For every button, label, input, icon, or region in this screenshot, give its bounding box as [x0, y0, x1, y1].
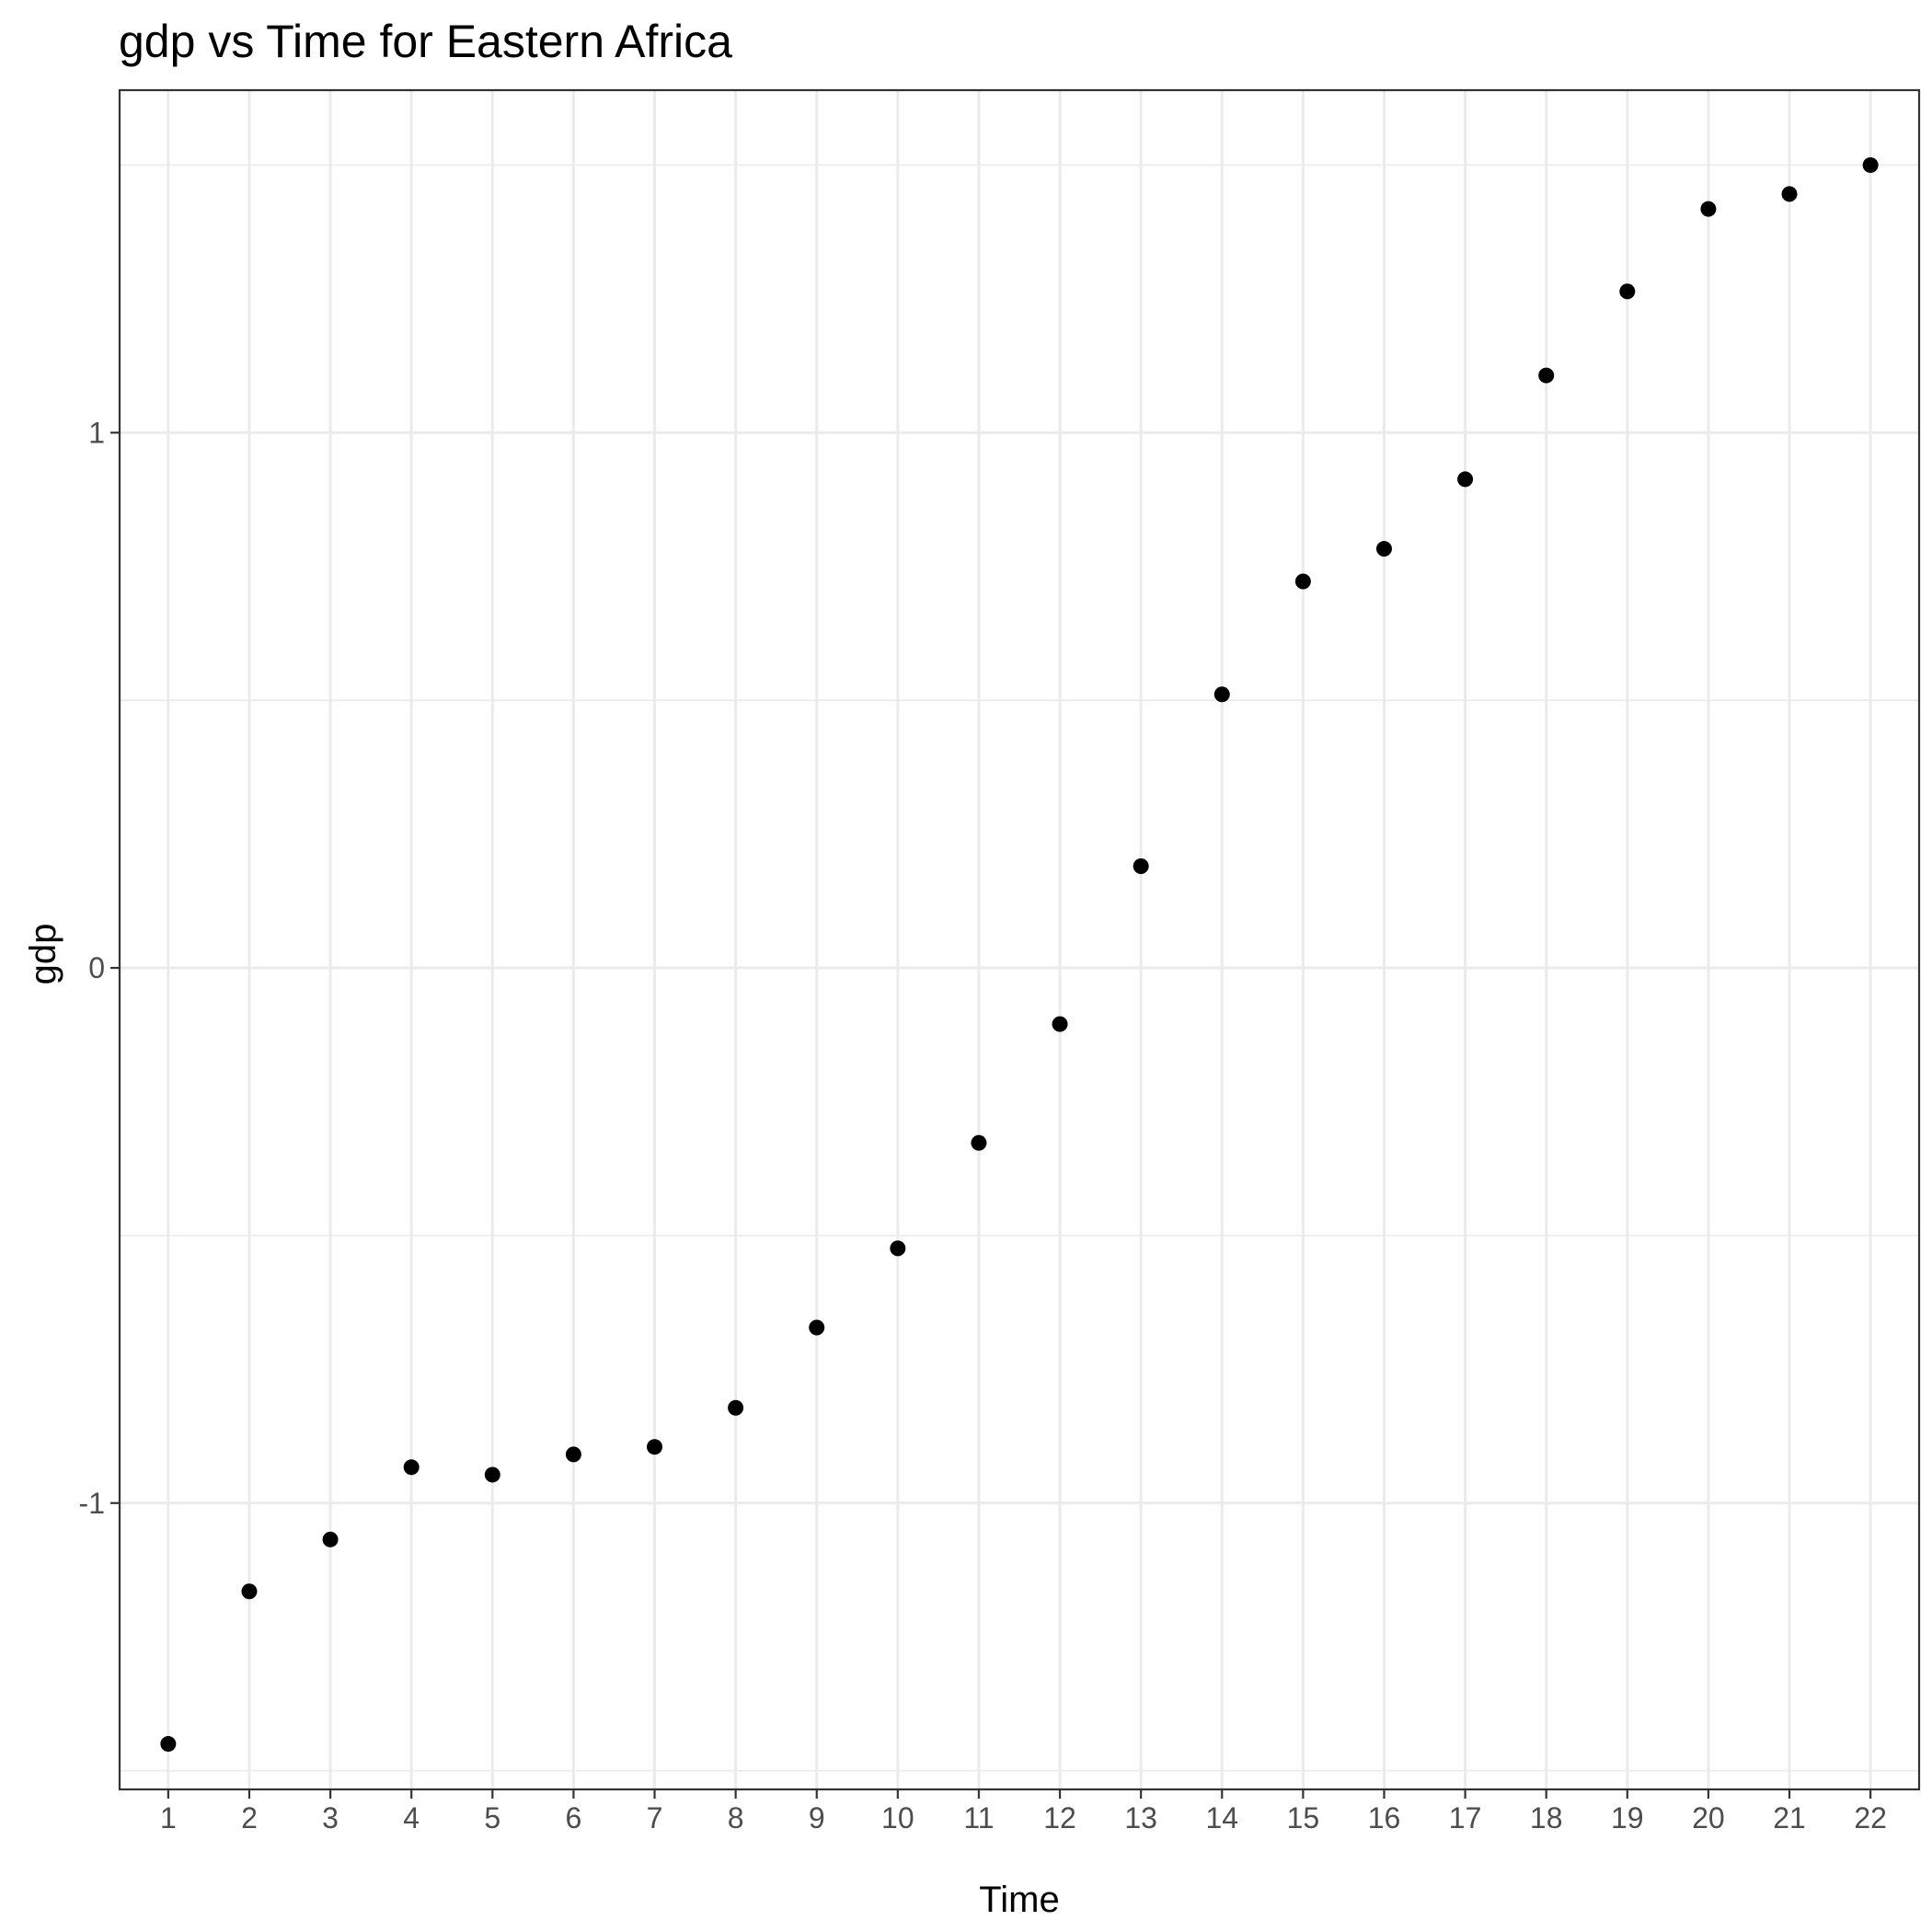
y-axis-ticks: -1 0 1 [79, 416, 120, 1520]
x-tick-label: 15 [1287, 1801, 1320, 1834]
data-point [809, 1319, 825, 1336]
x-tick-label: 17 [1449, 1801, 1482, 1834]
data-point [1052, 1016, 1068, 1032]
x-tick-label: 12 [1043, 1801, 1076, 1834]
x-tick-label: 9 [809, 1801, 825, 1834]
data-point [1457, 471, 1474, 488]
x-tick-label: 2 [241, 1801, 258, 1834]
data-point [890, 1240, 906, 1257]
x-axis-ticks: 1 2 3 4 5 6 7 8 9 10 11 12 13 14 15 16 17 18 19 20 21 22 [160, 1789, 1887, 1834]
x-tick-label: 18 [1530, 1801, 1563, 1834]
data-point [1375, 541, 1392, 558]
x-tick-label: 10 [881, 1801, 914, 1834]
y-tick-label: 1 [88, 416, 105, 449]
x-tick-label: 8 [728, 1801, 744, 1834]
data-point [1700, 201, 1717, 217]
data-points [160, 156, 1879, 1753]
x-tick-label: 7 [647, 1801, 663, 1834]
x-tick-label: 5 [484, 1801, 500, 1834]
y-tick-label: -1 [79, 1487, 105, 1520]
x-tick-label: 3 [322, 1801, 339, 1834]
data-point [1133, 858, 1149, 875]
data-point [647, 1439, 663, 1455]
x-tick-label: 19 [1611, 1801, 1644, 1834]
grid-lines [120, 90, 1919, 1789]
plot-border [118, 88, 1921, 1791]
data-point [565, 1446, 581, 1463]
x-tick-label: 13 [1124, 1801, 1157, 1834]
data-point [728, 1399, 744, 1416]
y-axis-title: gdp [23, 924, 63, 985]
x-tick-label: 20 [1692, 1801, 1725, 1834]
x-tick-label: 1 [160, 1801, 177, 1834]
data-point [322, 1531, 339, 1547]
x-tick-label: 14 [1205, 1801, 1238, 1834]
data-point [1294, 573, 1311, 590]
data-point [241, 1583, 258, 1600]
data-point [1538, 367, 1555, 384]
x-axis-title: Time [979, 1880, 1059, 1920]
x-tick-label: 4 [403, 1801, 420, 1834]
data-point [1619, 283, 1636, 300]
data-point [1213, 686, 1230, 703]
x-tick-label: 22 [1854, 1801, 1887, 1834]
chart-title: gdp vs Time for Eastern Africa [119, 16, 732, 67]
plot-panel [120, 90, 1919, 1789]
x-tick-label: 21 [1773, 1801, 1806, 1834]
x-tick-label: 11 [963, 1801, 994, 1834]
data-point [971, 1134, 987, 1151]
data-point [160, 1736, 177, 1753]
data-point [484, 1466, 500, 1483]
x-tick-label: 16 [1368, 1801, 1401, 1834]
data-point [1781, 186, 1798, 202]
x-tick-label: 6 [566, 1801, 582, 1834]
y-tick-label: 0 [88, 951, 105, 984]
data-point [1862, 156, 1879, 173]
data-point [403, 1459, 420, 1476]
